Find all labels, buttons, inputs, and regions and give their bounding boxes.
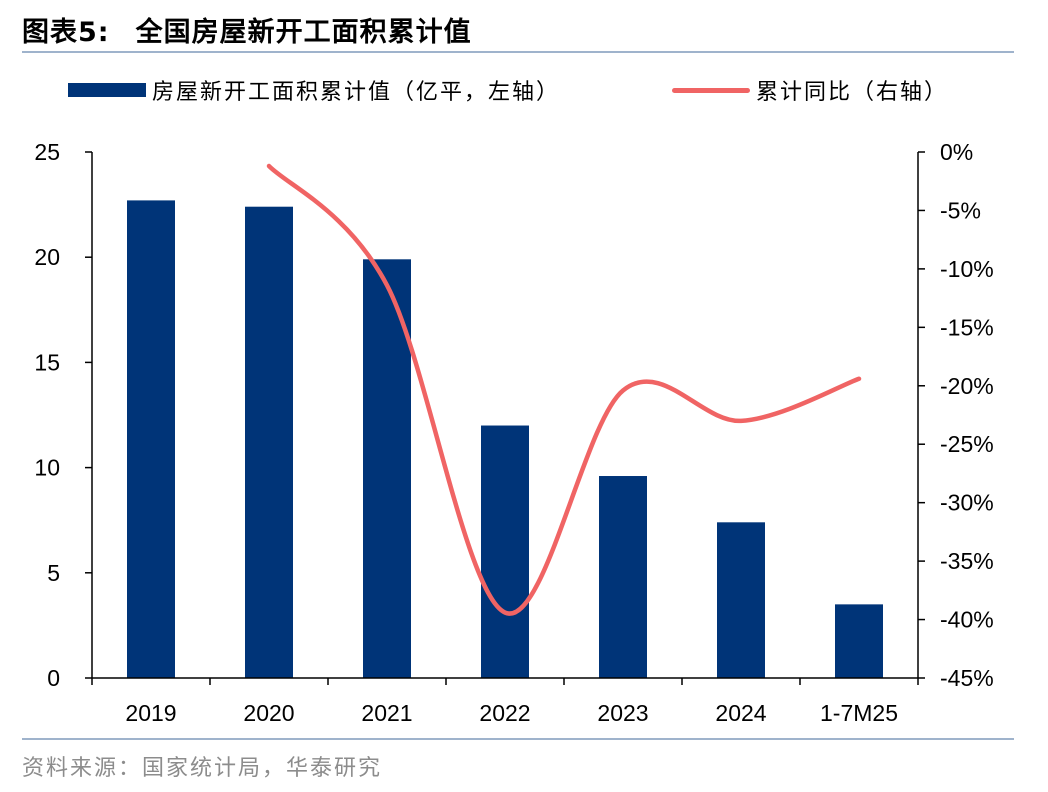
- right-tick-label: -30%: [940, 490, 994, 516]
- bar-2020: [245, 206, 293, 679]
- legend-line-label: 累计同比（右轴）: [756, 80, 949, 105]
- x-tick-label: 2020: [243, 700, 294, 726]
- bar-2024: [717, 522, 765, 678]
- chart-legend: 房屋新开工面积累计值（亿平，左轴） 累计同比（右轴）: [0, 70, 1048, 110]
- legend-bar-label: 房屋新开工面积累计值（亿平，左轴）: [152, 80, 561, 105]
- right-tick-label: -40%: [940, 607, 994, 633]
- bar-2022: [481, 425, 529, 678]
- x-tick-label: 1-7M25: [820, 700, 898, 726]
- bar-1-7M25: [835, 604, 883, 678]
- line-yoy: [266, 163, 862, 616]
- legend-item-line: 累计同比（右轴）: [672, 70, 948, 110]
- bar-2023: [599, 476, 647, 678]
- figure-title-text: 全国房屋新开工面积累计值: [135, 17, 472, 48]
- right-tick-label: -15%: [940, 314, 994, 340]
- source-note: 资料来源：国家统计局，华泰研究: [22, 756, 383, 781]
- bottom-rule: [22, 738, 1014, 740]
- legend-bar-swatch: [68, 83, 146, 97]
- x-tick-label: 2021: [361, 700, 412, 726]
- right-tick-label: -10%: [940, 256, 994, 282]
- figure-title: 图表5: 全国房屋新开工面积累计值: [22, 10, 472, 49]
- left-tick-label: 10: [34, 455, 60, 481]
- left-tick-label: 15: [34, 349, 60, 375]
- right-tick-label: -5%: [940, 197, 981, 223]
- right-tick-label: -25%: [940, 431, 994, 457]
- right-tick-label: -20%: [940, 373, 994, 399]
- x-tick-label: 2023: [597, 700, 648, 726]
- left-tick-label: 25: [34, 139, 60, 165]
- legend-line-swatch: [672, 87, 750, 93]
- right-tick-label: -45%: [940, 665, 994, 691]
- legend-item-bar: 房屋新开工面积累计值（亿平，左轴）: [68, 70, 560, 110]
- top-rule: [22, 51, 1014, 53]
- left-tick-label: 0: [47, 665, 60, 691]
- right-tick-label: 0%: [940, 139, 973, 165]
- x-tick-label: 2019: [125, 700, 176, 726]
- left-tick-label: 5: [47, 560, 60, 586]
- x-tick-label: 2022: [479, 700, 530, 726]
- left-tick-label: 20: [34, 244, 60, 270]
- bar-2019: [127, 200, 175, 678]
- x-tick-label: 2024: [715, 700, 766, 726]
- right-tick-label: -35%: [940, 548, 994, 574]
- figure-number: 图表5:: [22, 17, 110, 48]
